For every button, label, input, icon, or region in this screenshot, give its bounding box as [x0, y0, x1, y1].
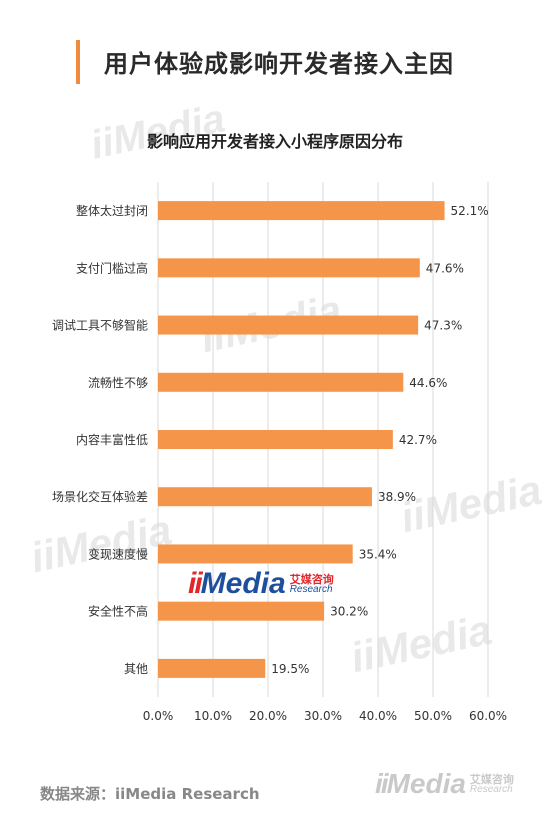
category-label: 支付门槛过高 [76, 260, 148, 275]
iimedia-logo: ii Media 艾媒咨询 Research [188, 566, 334, 602]
bar [158, 601, 325, 621]
x-tick-label: 60.0% [469, 709, 507, 723]
value-label: 44.6% [409, 376, 447, 390]
x-tick-label: 50.0% [414, 709, 452, 723]
bar [158, 487, 372, 507]
value-label: 30.2% [330, 605, 368, 619]
title-accent-bar [76, 40, 80, 84]
bar [158, 258, 420, 278]
value-label: 35.4% [359, 547, 397, 561]
value-label: 19.5% [271, 662, 309, 676]
logo-ii: ii [375, 768, 388, 799]
category-label: 调试工具不够智能 [52, 318, 148, 333]
value-label: 42.7% [399, 433, 437, 447]
category-label: 变现速度慢 [88, 546, 148, 561]
bar [158, 430, 393, 449]
value-label: 47.3% [424, 319, 462, 333]
source-note: 数据来源：iiMedia Research [40, 785, 260, 803]
category-label: 流畅性不够 [88, 376, 148, 390]
value-label: 47.6% [426, 261, 464, 275]
logo-sub: 艾媒咨询 Research [470, 774, 514, 795]
category-label: 其他 [124, 662, 148, 676]
bar [158, 201, 445, 221]
bar [158, 658, 266, 678]
value-label: 52.1% [451, 204, 489, 218]
x-tick-label: 20.0% [249, 709, 287, 723]
x-tick-label: 10.0% [194, 709, 232, 723]
logo-sub: 艾媒咨询 Research [290, 574, 334, 595]
x-tick-label: 30.0% [304, 709, 342, 723]
category-label: 场景化交互体验差 [52, 489, 148, 504]
value-label: 38.9% [378, 490, 416, 504]
logo-en: Research [289, 583, 333, 595]
page-title: 用户体验成影响开发者接入主因 [104, 50, 454, 78]
logo-cn: 艾媒咨询 [289, 572, 334, 586]
logo-media: Media [386, 768, 466, 799]
category-label: 安全性不高 [88, 604, 148, 619]
bar-chart: 影响应用开发者接入小程序原因分布 0.0% 10.0% 20.0% 30.0% 40.0%… [52, 132, 507, 723]
bar [158, 315, 419, 335]
category-label: 内容丰富性低 [76, 432, 148, 447]
logo-en: Research [469, 783, 513, 795]
logo-media: Media [200, 567, 286, 600]
bar [158, 372, 404, 392]
category-label: 整体太过封闭 [76, 203, 148, 218]
bar [158, 544, 353, 564]
iimedia-logo-bottom: ii Media 艾媒咨询 Research [375, 768, 514, 800]
logo-ii: ii [188, 567, 203, 600]
logo-cn: 艾媒咨询 [469, 772, 514, 786]
x-tick-label: 0.0% [143, 709, 174, 723]
chart-title: 影响应用开发者接入小程序原因分布 [147, 132, 403, 151]
x-tick-label: 40.0% [359, 709, 397, 723]
